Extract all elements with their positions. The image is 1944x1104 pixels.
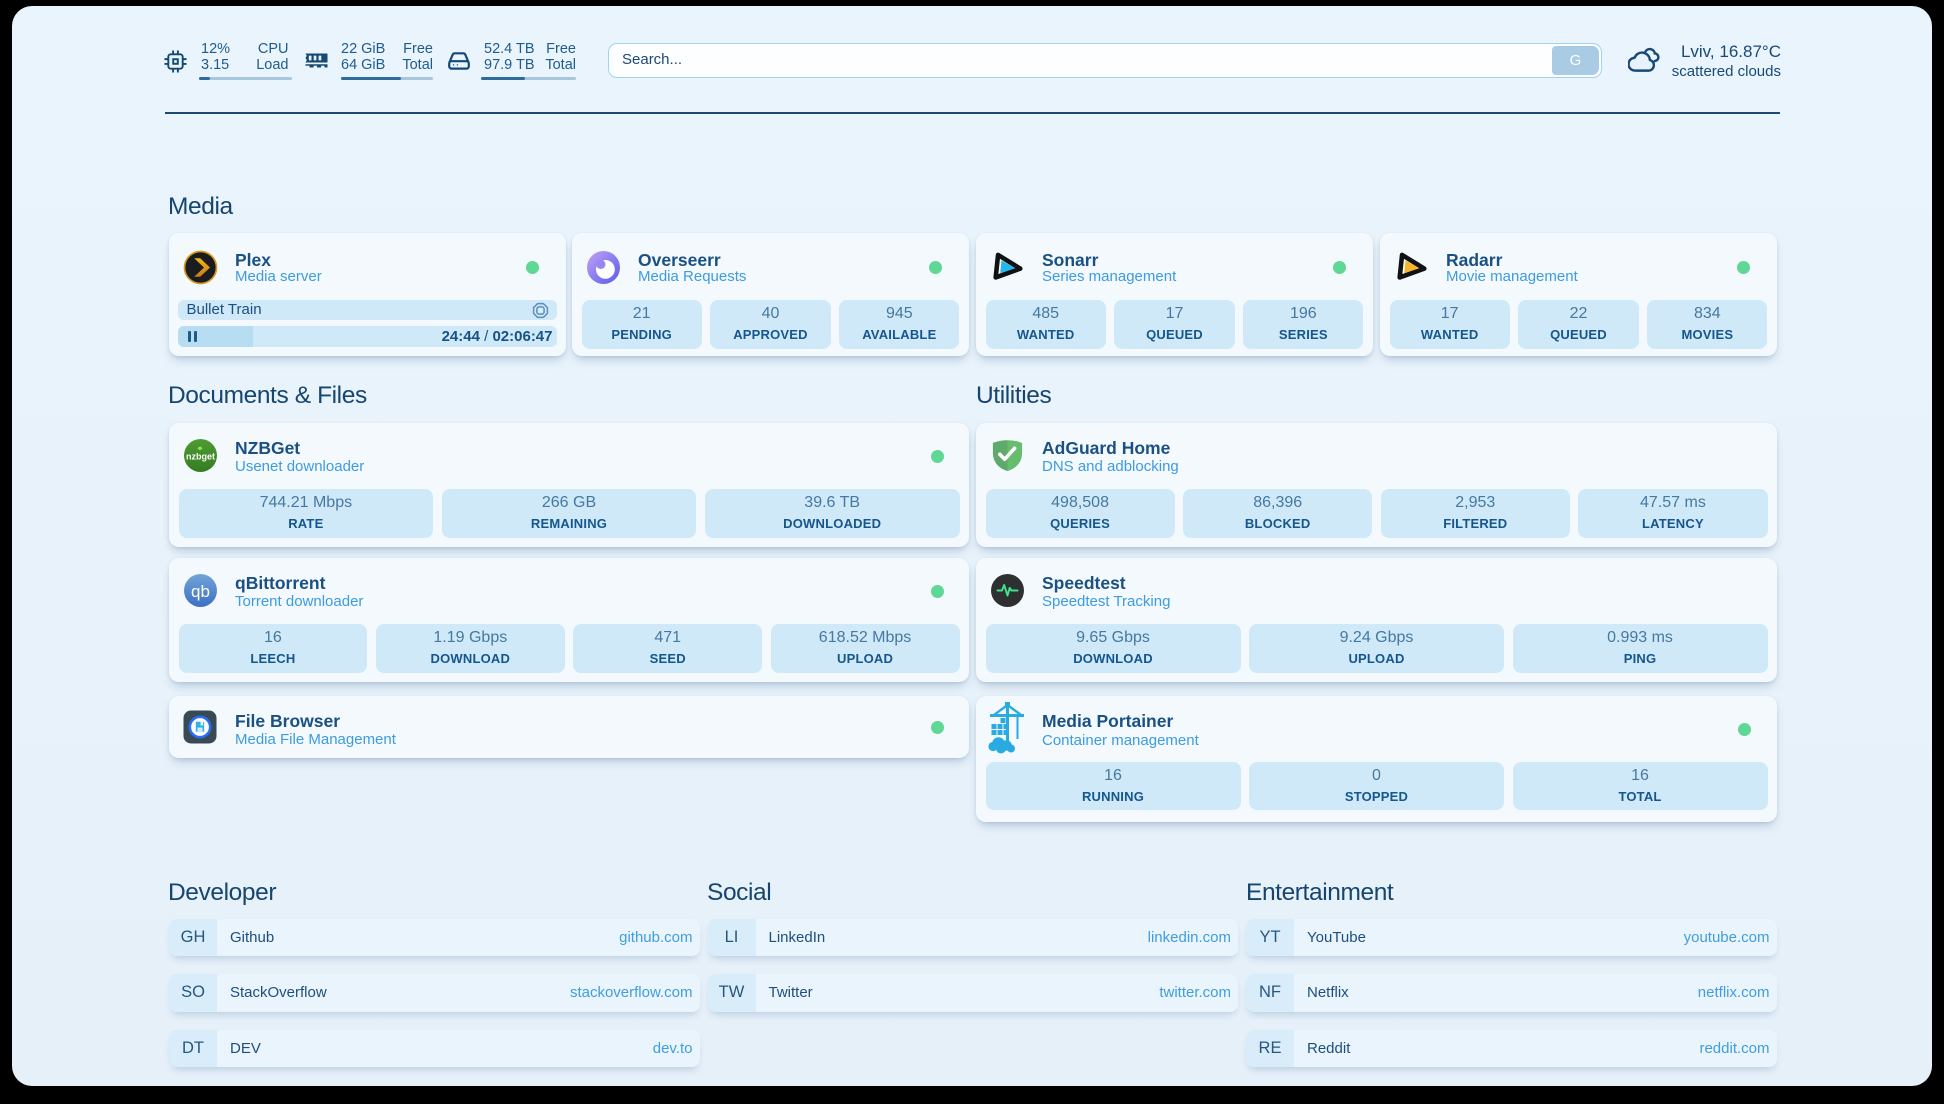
svg-text:qb: qb (191, 582, 210, 601)
svg-text:nzbget: nzbget (186, 452, 215, 462)
